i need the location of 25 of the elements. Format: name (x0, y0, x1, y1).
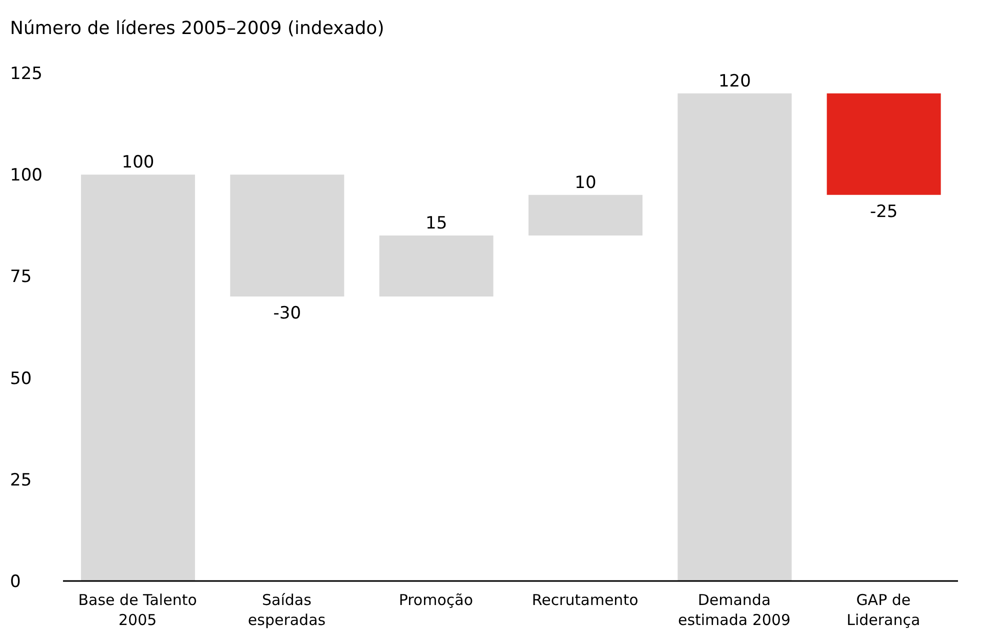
x-tick-label: Promoção (398, 591, 474, 609)
x-tick-label: Saídas esperadas (248, 591, 326, 629)
data-label: -25 (870, 202, 898, 222)
x-tick-label: GAP de Liderança (846, 591, 920, 629)
x-tick-label: Recrutamento (532, 591, 638, 609)
bar (230, 174, 344, 297)
data-label: 10 (574, 172, 596, 193)
chart-title: Número de líderes 2005–2009 (indexado) (10, 18, 384, 39)
y-tick-label: 75 (10, 267, 32, 288)
data-label: 120 (718, 71, 751, 92)
y-tick-label: 100 (10, 166, 42, 186)
y-tick-label: 0 (10, 572, 21, 592)
data-label: 15 (426, 214, 448, 234)
x-tick-label: Base de Talento 2005 (78, 591, 197, 629)
data-label: 100 (122, 152, 154, 173)
y-tick-label: 125 (10, 64, 42, 84)
bar (678, 93, 792, 581)
bar (826, 93, 941, 195)
bar (379, 236, 494, 297)
data-label: -30 (273, 304, 302, 324)
bar (81, 174, 195, 581)
x-tick-label: Demanda estimada 2009 (678, 591, 791, 629)
y-tick-label: 25 (10, 470, 32, 490)
bar (528, 194, 642, 236)
y-tick-label: 50 (10, 368, 32, 389)
